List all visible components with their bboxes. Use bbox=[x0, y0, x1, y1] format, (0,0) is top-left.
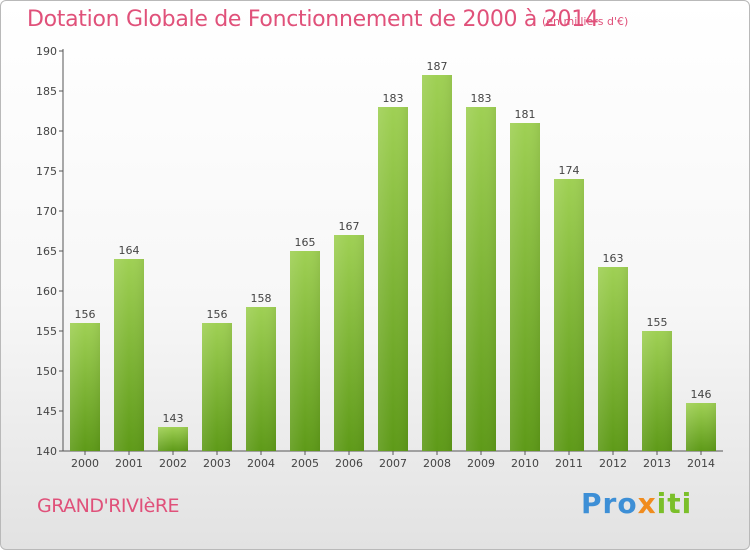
bar-shine-2003 bbox=[202, 323, 232, 451]
data-label: 156 bbox=[75, 308, 96, 321]
logo-part-1: Pro bbox=[581, 487, 638, 520]
data-label: 164 bbox=[119, 244, 140, 257]
bar-shine-2014 bbox=[686, 403, 716, 451]
bar-shine-2009 bbox=[466, 107, 496, 451]
data-label: 174 bbox=[559, 164, 580, 177]
bar-shine-2006 bbox=[334, 235, 364, 451]
bar-shine-2012 bbox=[598, 267, 628, 451]
x-tick-label: 2003 bbox=[203, 457, 231, 470]
data-label: 167 bbox=[339, 220, 360, 233]
data-label: 143 bbox=[163, 412, 184, 425]
y-tick-label: 180 bbox=[36, 125, 57, 138]
bar-shine-2013 bbox=[642, 331, 672, 451]
x-tick-label: 2005 bbox=[291, 457, 319, 470]
bar-shine-2001 bbox=[114, 259, 144, 451]
y-tick-label: 185 bbox=[36, 85, 57, 98]
data-label: 181 bbox=[515, 108, 536, 121]
y-tick-label: 170 bbox=[36, 205, 57, 218]
y-tick-label: 165 bbox=[36, 245, 57, 258]
x-tick-label: 2012 bbox=[599, 457, 627, 470]
data-label: 158 bbox=[251, 292, 272, 305]
data-label: 155 bbox=[647, 316, 668, 329]
data-label: 183 bbox=[383, 92, 404, 105]
y-tick-label: 190 bbox=[36, 45, 57, 58]
y-tick-label: 145 bbox=[36, 405, 57, 418]
x-tick-label: 2008 bbox=[423, 457, 451, 470]
data-label: 156 bbox=[207, 308, 228, 321]
x-tick-label: 2004 bbox=[247, 457, 275, 470]
chart-title: Dotation Globale de Fonctionnement de 20… bbox=[27, 7, 599, 32]
commune-name: GRAND'RIVIèRE bbox=[37, 495, 180, 517]
bar-shine-2011 bbox=[554, 179, 584, 451]
y-tick-label: 160 bbox=[36, 285, 57, 298]
logo-part-3: iti bbox=[656, 487, 693, 520]
bar-shine-2004 bbox=[246, 307, 276, 451]
y-tick-label: 155 bbox=[36, 325, 57, 338]
x-tick-label: 2009 bbox=[467, 457, 495, 470]
bar-shine-2000 bbox=[70, 323, 100, 451]
x-tick-label: 2014 bbox=[687, 457, 715, 470]
x-tick-label: 2013 bbox=[643, 457, 671, 470]
x-tick-label: 2006 bbox=[335, 457, 363, 470]
bar-shine-2007 bbox=[378, 107, 408, 451]
proxiti-logo: Proxiti bbox=[581, 487, 692, 520]
data-label: 183 bbox=[471, 92, 492, 105]
data-label: 165 bbox=[295, 236, 316, 249]
bar-shine-2008 bbox=[422, 75, 452, 451]
data-label: 163 bbox=[603, 252, 624, 265]
logo-part-2: x bbox=[637, 487, 657, 520]
bar-shine-2002 bbox=[158, 427, 188, 451]
unit-note: (en milliers d'€) bbox=[542, 15, 629, 28]
bar-shine-2005 bbox=[290, 251, 320, 451]
y-tick-label: 140 bbox=[36, 445, 57, 458]
x-tick-label: 2001 bbox=[115, 457, 143, 470]
y-tick-label: 150 bbox=[36, 365, 57, 378]
x-tick-label: 2002 bbox=[159, 457, 187, 470]
bar-shine-2010 bbox=[510, 123, 540, 451]
data-label: 187 bbox=[427, 60, 448, 73]
data-label: 146 bbox=[691, 388, 712, 401]
y-tick-label: 175 bbox=[36, 165, 57, 178]
x-tick-label: 2011 bbox=[555, 457, 583, 470]
x-tick-label: 2000 bbox=[71, 457, 99, 470]
x-tick-label: 2010 bbox=[511, 457, 539, 470]
x-tick-label: 2007 bbox=[379, 457, 407, 470]
